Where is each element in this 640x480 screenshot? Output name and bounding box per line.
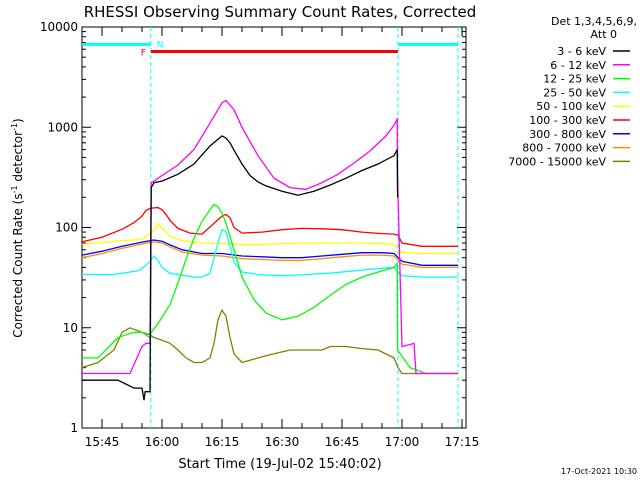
legend-header-line-1: Det 1,3,4,5,6,9, [551, 15, 637, 28]
series-line [82, 206, 458, 247]
legend-label: 7000 - 15000 keV [508, 155, 606, 168]
legend-label: 25 - 50 keV [543, 86, 606, 99]
series-line [82, 135, 399, 401]
y-axis-label-end: ) [11, 118, 25, 123]
y-axis-label-sup2: -1 [10, 123, 19, 131]
axes-frame [81, 26, 467, 429]
y-tick-label: 10000 [40, 20, 78, 34]
x-tick-label: 16:00 [145, 435, 180, 449]
series-line [82, 222, 458, 255]
y-tick-label: 1000 [47, 120, 78, 134]
legend-header-line-2: Att 0 [591, 28, 617, 41]
series-line [82, 241, 458, 269]
legend-label: 12 - 25 keV [543, 73, 606, 86]
plot-area: 1 10 100 1000 10000 15:45 16:00 16:15 16:30 16:45… [40, 20, 479, 449]
x-tick-label: 17:00 [385, 435, 420, 449]
legend-label: 3 - 6 keV [557, 45, 606, 58]
legend-label: 50 - 100 keV [536, 100, 606, 113]
flag-label-n: N [157, 40, 164, 50]
x-tick-label: 15:45 [85, 435, 120, 449]
y-tick-label: 1 [70, 421, 78, 435]
legend-label: 300 - 800 keV [529, 128, 606, 141]
y-axis-label-sup: -1 [10, 185, 19, 193]
x-axis-label: Start Time (19-Jul-02 15:40:02) [178, 457, 381, 472]
y-axis-label-main: Corrected Count Rate (s [11, 193, 25, 337]
series-line [82, 308, 458, 375]
x-tick-label: 16:30 [265, 435, 300, 449]
y-axis-label: Corrected Count Rate (s-1 detector-1) [10, 118, 25, 337]
y-tick-label: 100 [55, 221, 78, 235]
x-tick-label: 16:15 [205, 435, 240, 449]
series-line [82, 99, 458, 375]
series-line [82, 228, 458, 278]
series-line [82, 239, 458, 266]
x-tick-label: 16:45 [325, 435, 360, 449]
series-line [82, 203, 458, 375]
flag-label-f: F [141, 48, 146, 58]
legend-label: 6 - 12 keV [550, 59, 606, 72]
chart-title: RHESSI Observing Summary Count Rates, Co… [84, 3, 477, 21]
series-group [82, 99, 458, 401]
legend-label: 100 - 300 keV [529, 114, 606, 127]
legend-label: 800 - 7000 keV [522, 142, 606, 155]
timestamp: 17-Oct-2021 10:30 [561, 467, 637, 476]
y-tick-label: 10 [63, 321, 78, 335]
y-axis-label-mid: detector [11, 131, 25, 186]
x-tick-label: 17:15 [445, 435, 480, 449]
